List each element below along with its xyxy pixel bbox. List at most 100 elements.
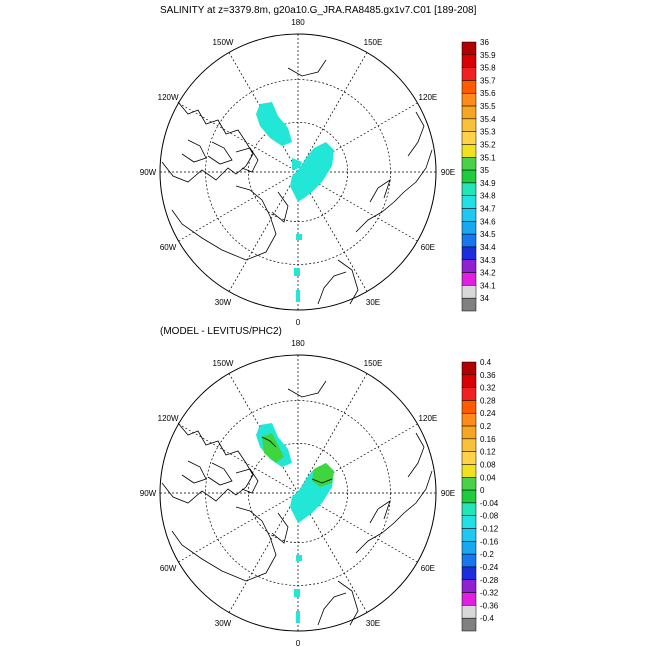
colorbar-tick-label: 34.5	[480, 230, 496, 239]
colorbar-swatch	[461, 221, 477, 235]
coastline-bering	[287, 380, 327, 398]
colorbar-swatch	[461, 92, 477, 107]
colorbar-tick-label: 35	[480, 166, 489, 175]
coastline-island	[181, 460, 207, 484]
colorbar-swatch	[461, 118, 477, 132]
latitude-circle	[247, 442, 349, 544]
colorbar-tick-label: 0.32	[480, 384, 496, 393]
longitude-label: 150W	[213, 359, 234, 368]
coastline-scandinavia	[337, 580, 359, 626]
longitude-label: 150W	[213, 38, 234, 47]
colorbar-swatch	[461, 233, 477, 248]
colorbar-tick-label: 0.16	[480, 435, 496, 444]
colorbar-tick-label: 34.9	[480, 179, 496, 188]
latitude-circle	[205, 79, 391, 265]
colorbar-tick-label: -0.4	[480, 614, 494, 623]
coastline-bering	[287, 59, 327, 77]
colorbar-swatch	[461, 182, 477, 196]
meridian-line	[178, 102, 299, 173]
colorbar-tick-label: 0.2	[480, 422, 492, 431]
coastline-east-siberia	[407, 111, 425, 157]
meridian-line	[178, 171, 299, 242]
anomaly-patch-greenland-sea	[294, 589, 300, 597]
meridian-line	[297, 492, 418, 563]
anomaly-patch-norwegian-sea	[296, 611, 300, 623]
longitude-label: 120E	[419, 93, 438, 102]
meridian-line	[297, 423, 418, 494]
coastline-scandinavia	[337, 259, 359, 305]
colorbar-swatch	[461, 566, 477, 581]
colorbar-tick-label: -0.36	[480, 601, 499, 610]
colorbar-tick-label: 34.4	[480, 243, 496, 252]
colorbar-swatch	[461, 412, 477, 427]
colorbar-swatch	[461, 54, 477, 68]
colorbar-tick-label: 36	[480, 38, 489, 47]
salinity-patch-small	[292, 158, 302, 170]
latitude-circle	[205, 400, 391, 586]
coastline-island	[235, 468, 259, 494]
coastline-island	[235, 147, 259, 173]
longitude-label: 60E	[421, 564, 435, 573]
colorbar-tick-label: 34.6	[480, 217, 496, 226]
colorbar-swatch	[461, 246, 477, 261]
meridian-line	[178, 492, 299, 563]
meridian-line	[297, 52, 368, 173]
meridian-line	[228, 492, 299, 613]
longitude-label: 30W	[215, 298, 232, 307]
colorbar-swatch	[461, 41, 477, 56]
coastline-greenland	[171, 185, 277, 261]
colorbar-tick-label: 35.9	[480, 51, 496, 60]
colorbar-tick-label: 0.24	[480, 409, 496, 418]
colorbar-tick-label: -0.16	[480, 537, 499, 546]
colorbar-tick-label: 34.7	[480, 205, 496, 214]
colorbar-tick-label: 34.3	[480, 256, 496, 265]
colorbar-swatch	[461, 464, 477, 478]
colorbar-swatch	[461, 451, 477, 465]
colorbar-swatch	[461, 361, 477, 376]
bottom-colorbar: 0.4 0.36 0.32 0.28 0.24 0.2 0.16 0.12 0.08 0.04 0 -…	[461, 358, 499, 632]
coastline-north-america	[161, 422, 254, 504]
colorbar-tick-label: 35.8	[480, 64, 496, 73]
meridian-line	[228, 52, 299, 173]
colorbar-tick-label: 35.4	[480, 115, 496, 124]
colorbar-swatch	[461, 387, 477, 401]
longitude-label: 90W	[140, 489, 157, 498]
longitude-label: 120W	[158, 414, 179, 423]
colorbar-swatch	[461, 297, 477, 312]
colorbar-swatch	[461, 425, 477, 440]
colorbar-tick-label: -0.2	[480, 550, 494, 559]
coastline-north-america	[161, 101, 254, 183]
colorbar-swatch	[461, 259, 477, 273]
colorbar-tick-label: -0.04	[480, 499, 499, 508]
colorbar-swatch	[461, 605, 477, 619]
anomaly-patch-canada-basin-positive	[262, 433, 284, 463]
coastline-island	[181, 139, 207, 163]
map-boundary-circle	[159, 354, 437, 632]
anomaly-patch-fram	[296, 555, 302, 561]
colorbar-tick-label: 35.1	[480, 153, 496, 162]
colorbar-swatch	[461, 105, 477, 120]
colorbar-tick-label: 35.2	[480, 140, 496, 149]
meridian-line	[228, 373, 299, 494]
salinity-patch-greenland-sea	[294, 268, 300, 276]
colorbar-swatch	[461, 157, 477, 171]
coastline-europe	[317, 592, 347, 626]
anomaly-patch-canada-basin	[256, 423, 292, 467]
latitude-circle	[247, 121, 349, 223]
colorbar-tick-label: 0.4	[480, 358, 492, 367]
longitude-label: 150E	[364, 38, 383, 47]
colorbar-swatch	[461, 80, 477, 94]
coastline-siberia	[355, 149, 433, 233]
colorbar-swatch	[461, 400, 477, 414]
coastline-east-siberia	[407, 432, 425, 478]
top-map-title: SALINITY at z=3379.8m, g20a10.G_JRA.RA84…	[160, 5, 477, 16]
colorbar-tick-label: -0.32	[480, 589, 499, 598]
salinity-patch-norwegian-sea	[296, 290, 300, 302]
longitude-label: 30E	[366, 298, 380, 307]
coastline-novaya-zemlya	[369, 179, 391, 203]
colorbar-swatch	[461, 144, 477, 158]
colorbar-tick-label: 0	[480, 486, 485, 495]
longitude-label: 0	[296, 318, 301, 327]
longitude-label: 0	[296, 639, 301, 647]
